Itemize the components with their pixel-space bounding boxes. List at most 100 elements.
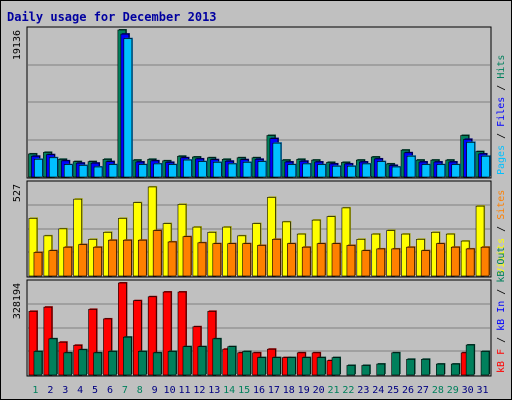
middle-legend-item: / (496, 226, 507, 238)
bottom-legend-item: F (496, 349, 507, 361)
bottom-bar-kb-out (93, 352, 102, 376)
middle-bar-sites (465, 248, 475, 277)
x-tick-label: 14 (223, 385, 235, 396)
bottom-bar-kb-out (301, 357, 311, 376)
top-bar-pages (421, 164, 431, 178)
x-tick-label: 5 (92, 385, 98, 396)
bottom-bar-kb-out (33, 351, 43, 376)
middle-bar-sites (376, 248, 386, 277)
top-legend-item: Files (496, 97, 507, 133)
panel-max-labels: 19136 527 328194 (12, 30, 23, 319)
top-bar-pages (183, 159, 192, 178)
x-tick-label: 12 (193, 385, 205, 396)
x-tick-label: 20 (313, 385, 325, 396)
middle-bar-sites (257, 245, 266, 277)
bottom-bar-kb-f (162, 291, 172, 376)
top-bar-pages (78, 165, 88, 178)
bottom-bar-kb-out (182, 346, 192, 376)
x-tick-label: 1 (32, 385, 38, 396)
x-tick-label: 7 (122, 385, 128, 396)
top-bar-pages (93, 166, 103, 178)
top-legend-item: / (496, 85, 507, 97)
x-tick-label: 28 (432, 385, 444, 396)
top-legend-item: Pages (496, 145, 507, 175)
middle-bar-sites (78, 244, 87, 277)
x-tick-label: 24 (372, 385, 384, 396)
top-bar-pages (406, 155, 416, 178)
top-bar-pages (123, 38, 133, 178)
x-tick-label: 22 (342, 385, 354, 396)
middle-bar-sites (93, 246, 102, 277)
bottom-bar-kb-out (406, 359, 415, 376)
middle-bar-sites (197, 242, 207, 277)
chart-title: Daily usage for December 2013 (7, 10, 217, 24)
top-legend: Pages / Files / Hits (496, 55, 507, 175)
x-tick-label: 16 (253, 385, 265, 396)
bottom-bar-kb-out (152, 352, 162, 376)
bottom-legend-item: kB (496, 271, 507, 289)
top-panel-frame (26, 26, 492, 179)
bottom-bar-kb-out (376, 363, 386, 376)
x-tick-label: 11 (178, 385, 190, 396)
middle-bar-visits (267, 197, 276, 277)
x-tick-label: 30 (462, 385, 474, 396)
middle-legend: Visits / Sites (496, 190, 507, 274)
x-axis-day-labels: 1 2 3 4 5 6 7 8 9 10 11 12 13 14 15 16 17 18 19 20 21 22 23 24 2… (32, 385, 488, 396)
middle-bar-sites (242, 243, 251, 277)
bars (28, 29, 491, 376)
x-tick-label: 31 (477, 385, 489, 396)
x-tick-label: 25 (387, 385, 399, 396)
bottom-bar-kb-out (465, 344, 475, 376)
middle-bar-visits (475, 205, 485, 277)
bottom-bar-kb-out (137, 351, 147, 376)
x-tick-label: 8 (137, 385, 143, 396)
bottom-bar-kb-out (123, 336, 132, 376)
bottom-bar-kb-out (316, 357, 326, 376)
bottom-bar-kb-out (450, 363, 460, 376)
bottom-bar-kb-f (88, 309, 97, 376)
x-tick-label: 2 (47, 385, 53, 396)
top-bar-pages (391, 166, 401, 178)
middle-bar-sites (331, 243, 341, 277)
bottom-bar-kb-f (28, 311, 38, 376)
middle-bar-sites (450, 246, 460, 277)
top-legend-item: / (496, 133, 507, 145)
top-bar-pages (302, 163, 312, 178)
top-bar-pages (287, 164, 297, 178)
bottom-bar-kb-out (63, 352, 73, 376)
x-tick-label: 6 (107, 385, 113, 396)
middle-bar-sites (436, 243, 445, 277)
middle-bar-sites (227, 243, 236, 277)
x-tick-label: 29 (447, 385, 459, 396)
bottom-bar-kb-out (242, 351, 251, 376)
middle-bar-sites (123, 239, 132, 277)
bottom-bar-kb-out (257, 357, 266, 376)
x-tick-label: 19 (298, 385, 310, 396)
bottom-bar-kb-out (197, 346, 207, 376)
bottom-bar-kb-out (212, 338, 222, 376)
top-bar-pages (272, 142, 282, 178)
middle-bar-sites (480, 246, 490, 277)
top-bar-pages (436, 164, 446, 178)
x-tick-label: 15 (238, 385, 250, 396)
bottom-legend-item: kB (496, 361, 507, 373)
middle-bar-sites (346, 245, 356, 277)
bottom-bar-kb-f (103, 318, 112, 376)
middle-bar-sites (33, 252, 43, 277)
middle-bar-sites (108, 239, 117, 277)
bottom-bar-kb-out (346, 365, 356, 376)
bottom-legend-item: kB (496, 319, 507, 337)
middle-bar-sites (406, 246, 415, 277)
bottom-bar-kb-out (227, 346, 236, 376)
bottom-bar-kb-out (272, 357, 281, 376)
middle-bar-sites (301, 246, 311, 277)
bottom-bar-kb-out (167, 351, 177, 376)
x-tick-label: 23 (357, 385, 369, 396)
bottom-max-label: 328194 (12, 283, 23, 319)
x-tick-label: 17 (268, 385, 280, 396)
bottom-legend-item: In (496, 301, 507, 319)
middle-bar-sites (391, 248, 400, 277)
top-bar-pages (481, 155, 490, 178)
